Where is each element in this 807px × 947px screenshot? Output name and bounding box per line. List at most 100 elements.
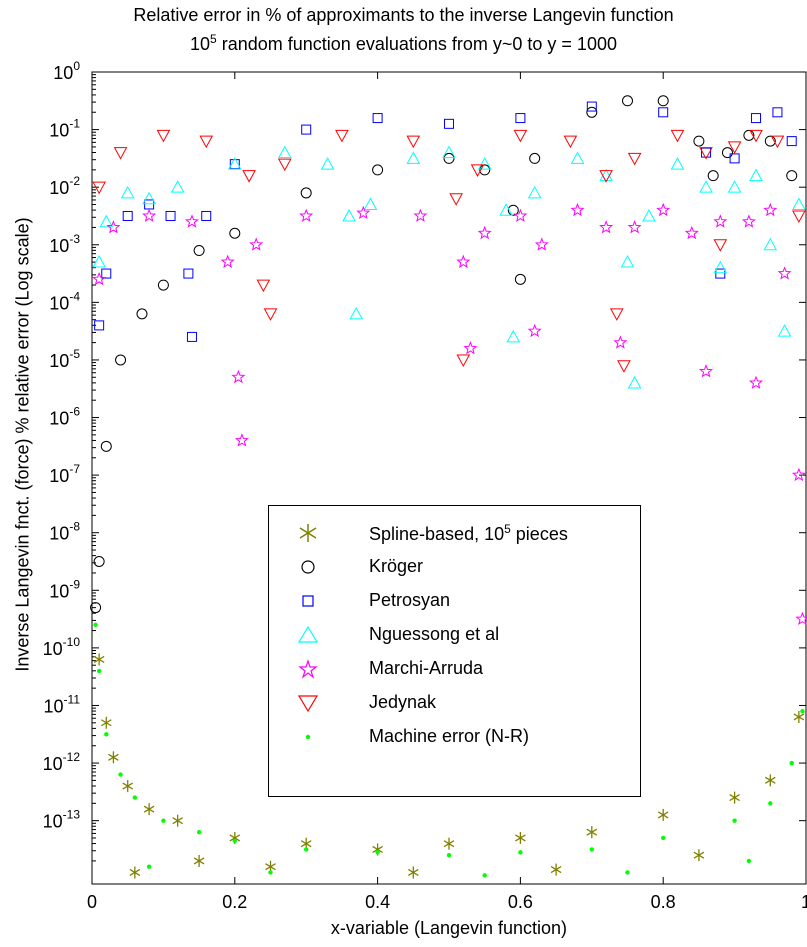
data-point: [786, 136, 797, 147]
data-point: [749, 168, 763, 182]
y-tick-label: 10-2: [49, 174, 80, 198]
star-marker-icon: [298, 659, 318, 679]
data-point: [749, 129, 763, 143]
data-point: [142, 208, 157, 222]
data-point: [507, 204, 519, 216]
data-point: [764, 135, 776, 147]
data-point: [442, 145, 456, 159]
data-point: [698, 364, 713, 378]
data-point: [599, 220, 614, 234]
data-point: [406, 135, 421, 149]
legend-item-jedynak: Jedynak: [269, 686, 640, 720]
data-point: [563, 135, 578, 149]
data-point: [625, 870, 630, 875]
data-point: [764, 774, 776, 787]
data-point: [627, 152, 642, 166]
series-4: [92, 202, 807, 626]
x-tick-label: 0: [87, 892, 97, 912]
data-point: [789, 760, 794, 766]
data-point: [277, 145, 292, 159]
data-point: [658, 107, 669, 118]
x-tick-label: 0.6: [508, 892, 533, 912]
data-point: [763, 202, 778, 217]
legend-item-spline: Spline-based, 105 pieces: [269, 516, 640, 550]
data-point: [732, 818, 737, 823]
data-point: [613, 335, 628, 349]
data-point: [156, 129, 171, 143]
data-point: [727, 141, 742, 154]
data-point: [707, 170, 719, 182]
y-tick-label: 10-8: [49, 520, 80, 544]
x-axis-label: x-variable (Langevin function): [330, 918, 568, 938]
data-point: [791, 467, 806, 482]
data-point: [713, 260, 728, 274]
data-point: [92, 271, 107, 286]
series-0: [93, 653, 805, 879]
data-point: [92, 254, 106, 268]
data-point: [113, 147, 128, 160]
data-point: [299, 208, 314, 222]
data-point: [482, 873, 487, 878]
data-point: [100, 716, 112, 729]
data-point: [456, 254, 471, 269]
data-point: [693, 849, 705, 862]
data-point: [684, 225, 699, 240]
data-point: [586, 101, 597, 112]
data-point: [800, 709, 805, 714]
legend-label-petrosyan: Petrosyan: [369, 590, 451, 610]
data-point: [792, 197, 806, 210]
data-point: [406, 151, 421, 164]
data-point: [477, 157, 492, 170]
y-axis-label: Inverse Langevin fnct. (force) % relativ…: [12, 217, 33, 672]
y-tick-label: 100: [53, 59, 80, 83]
data-point: [768, 801, 773, 806]
x-tick-label: 1: [801, 892, 807, 912]
data-point: [300, 187, 312, 199]
data-point: [93, 556, 105, 568]
data-point: [413, 208, 428, 222]
data-point: [506, 329, 521, 343]
title-line-2-suffix: random function evaluations from y~0 to …: [216, 34, 617, 54]
data-point: [263, 308, 278, 321]
data-point: [104, 732, 109, 737]
data-point: [193, 854, 205, 867]
data-point: [586, 106, 598, 118]
y-tick-label: 10-1: [49, 117, 80, 141]
data-point: [193, 245, 205, 257]
data-point: [477, 225, 492, 240]
y-tick-label: 10-5: [49, 347, 80, 371]
data-point: [122, 210, 133, 221]
data-point: [144, 199, 155, 210]
data-point: [529, 152, 541, 164]
data-point: [165, 210, 176, 221]
data-point: [242, 170, 256, 183]
data-point: [456, 354, 471, 367]
series-1: [90, 95, 798, 614]
series-2: [94, 101, 797, 342]
data-point: [518, 850, 523, 855]
legend-item-marchi-arruda: Marchi-Arruda: [269, 652, 640, 686]
legend-label-machine-error: Machine error (N-R): [369, 726, 530, 746]
data-point: [741, 214, 756, 228]
data-point: [94, 320, 105, 331]
data-point: [161, 818, 166, 823]
data-point: [589, 847, 594, 852]
data-point: [727, 180, 742, 193]
data-point: [227, 157, 242, 170]
data-point: [670, 129, 685, 143]
data-point: [99, 214, 114, 228]
data-point: [301, 124, 312, 135]
data-point: [186, 331, 197, 342]
data-point: [407, 866, 419, 879]
legend-label-kroger: Kröger: [369, 556, 424, 576]
data-point: [470, 164, 485, 177]
data-point: [550, 863, 562, 876]
data-point: [642, 208, 656, 222]
y-tick-label: 10-11: [44, 692, 81, 716]
y-tick-label: 10-12: [43, 750, 81, 774]
data-point: [656, 202, 671, 217]
legend-label-spline: Spline-based, 105 pieces: [369, 522, 568, 544]
data-point: [777, 324, 792, 337]
data-point: [349, 306, 364, 320]
y-tick-label: 10-7: [49, 462, 80, 486]
